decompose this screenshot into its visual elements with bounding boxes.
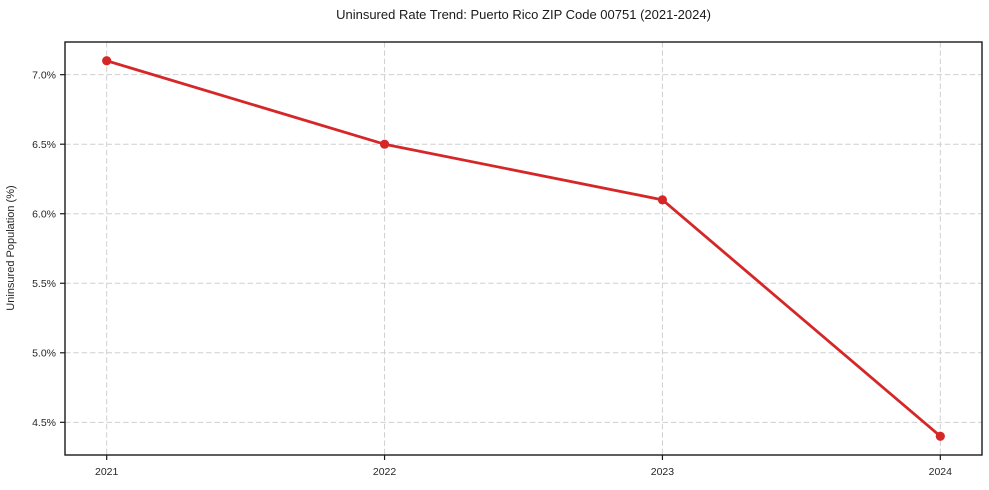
x-tick-label: 2021	[95, 466, 119, 478]
y-tick-label: 5.5%	[32, 278, 56, 290]
y-tick-label: 6.0%	[32, 209, 56, 221]
data-point-marker	[379, 139, 390, 149]
data-point-marker	[657, 195, 668, 205]
y-tick-label: 5.0%	[32, 348, 56, 360]
trend-line	[105, 59, 942, 438]
chart-title: Uninsured Rate Trend: Puerto Rico ZIP Co…	[336, 7, 711, 22]
x-tick-label: 2023	[651, 466, 675, 478]
x-tick-label: 2022	[373, 466, 397, 478]
y-tick-label: 6.5%	[32, 139, 56, 151]
plot-border	[64, 41, 983, 456]
x-tick-label: 2024	[929, 466, 953, 478]
data-point-marker	[102, 56, 112, 66]
data-point-marker	[935, 431, 945, 441]
y-tick-label: 4.5%	[32, 417, 56, 429]
y-tick-label: 7.0%	[32, 69, 56, 81]
